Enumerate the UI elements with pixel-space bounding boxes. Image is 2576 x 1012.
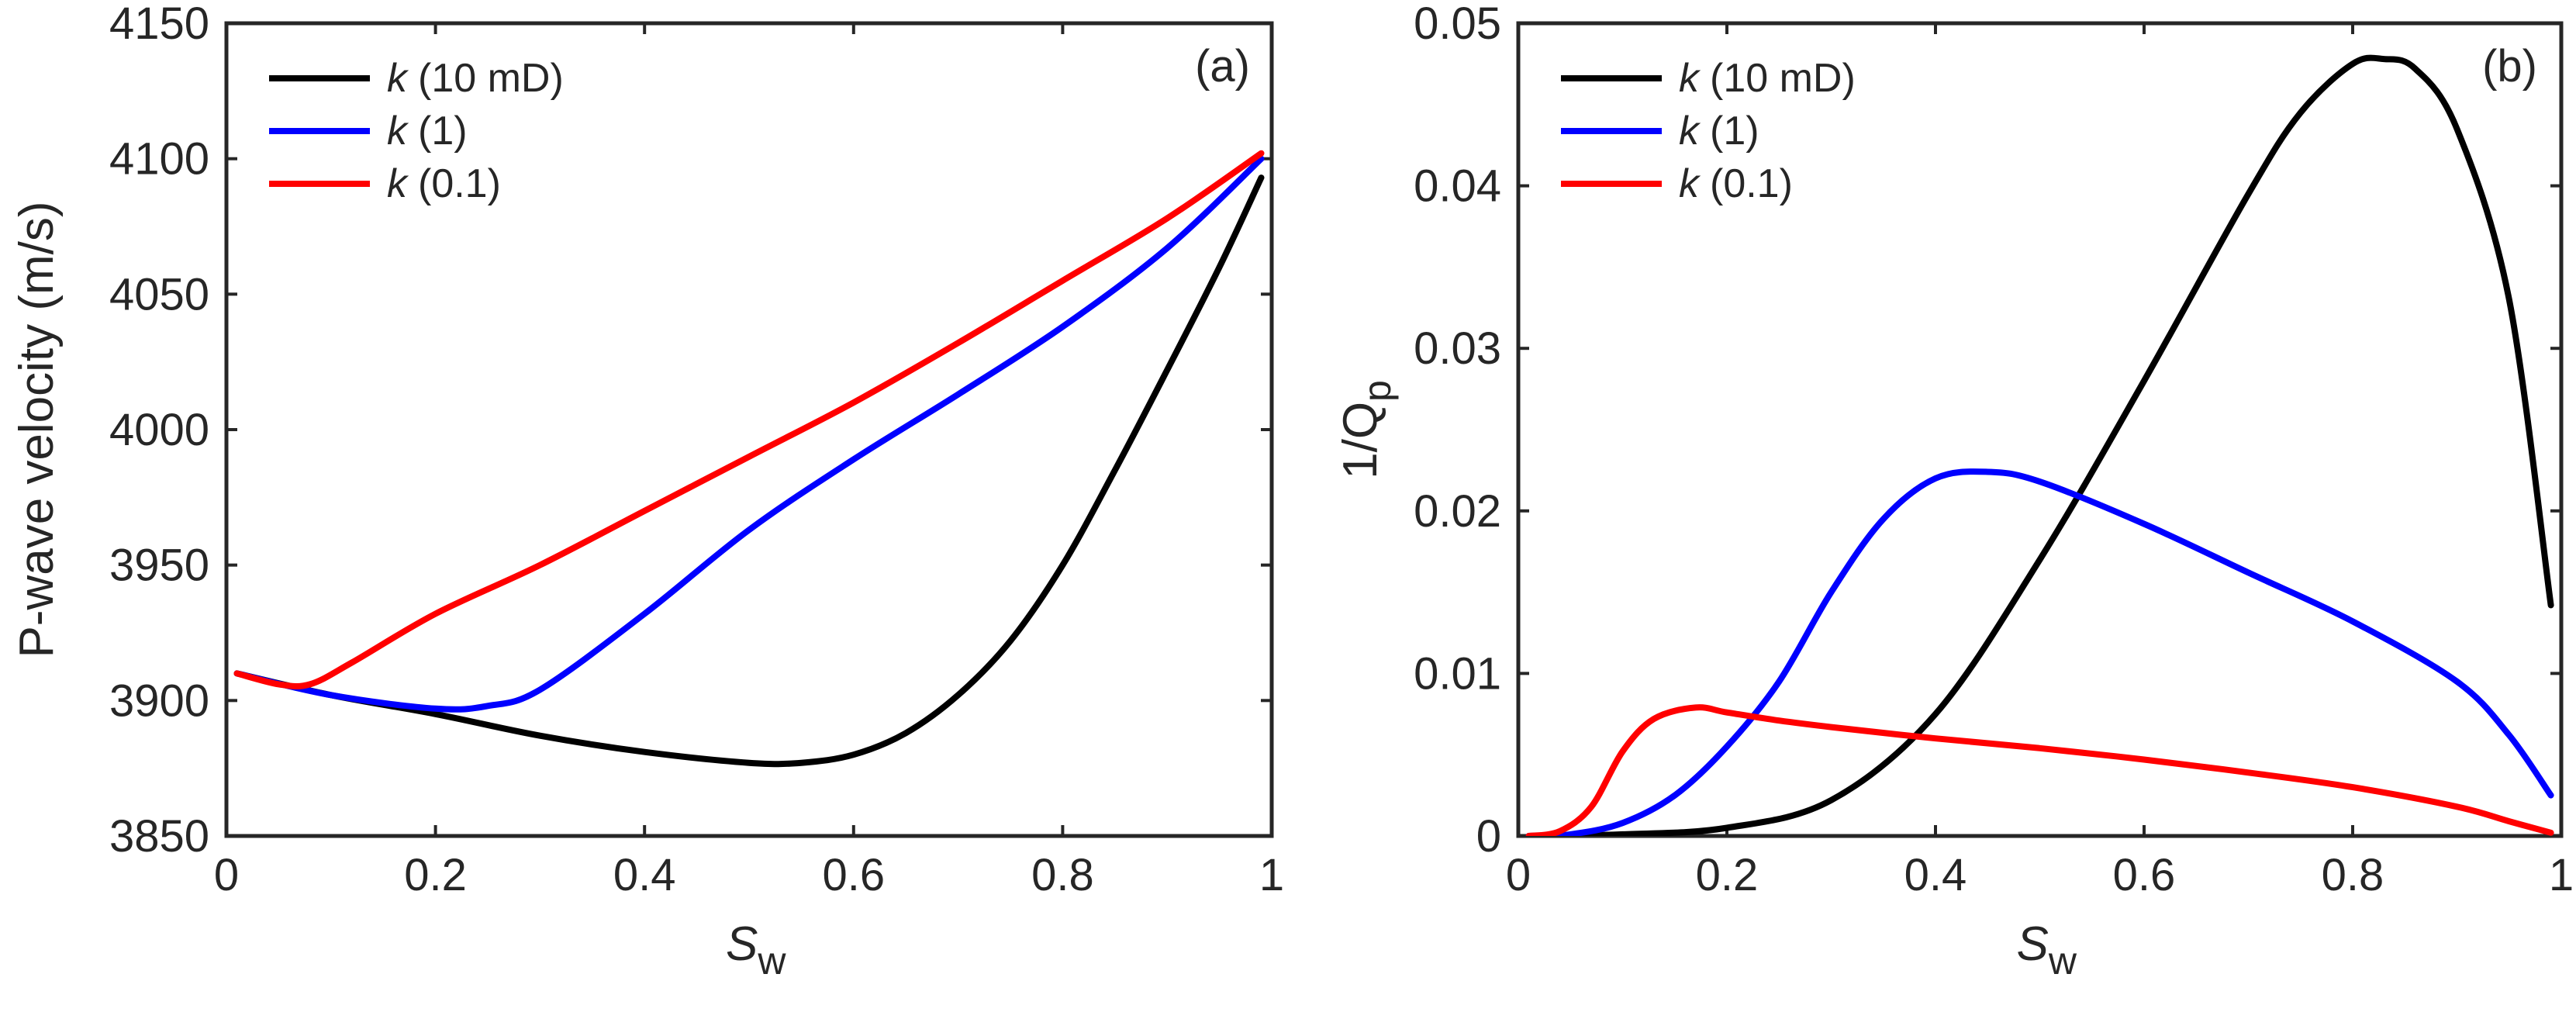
y-tick-label: 0.02 — [1414, 486, 1501, 537]
x-tick-label: 0 — [1506, 850, 1531, 900]
x-axis-title: Sw — [2017, 917, 2077, 983]
x-tick-label: 0.4 — [1904, 850, 1967, 900]
legend-entry-label: (10 mD) — [418, 56, 564, 101]
legend-entry: k (10 mD) — [387, 56, 564, 101]
y-axis-title-main: 1/Q — [1334, 402, 1387, 479]
x-tick-label: 0.2 — [1696, 850, 1759, 900]
legend-entry-label: (0.1) — [418, 161, 501, 206]
y-tick-label: 4050 — [109, 269, 209, 319]
y-tick-label: 0.03 — [1414, 323, 1501, 374]
panel-a: 0 0.2 0.4 0.6 0.8 1 3850 3900 3950 4000 4050 4100 41… — [10, 0, 1284, 983]
x-tick-label: 0 — [214, 850, 239, 900]
y-tick-label: 3900 — [109, 675, 209, 726]
axes-frame — [224, 21, 1274, 838]
legend-entry-symbol: k — [1679, 161, 1701, 206]
legend-entry-symbol: k — [387, 109, 409, 154]
y-axis-title: P-wave velocity (m/s) — [10, 201, 64, 658]
series-line-2 — [233, 150, 1265, 690]
legend-entry-symbol: k — [387, 161, 409, 206]
legend-entry-symbol: k — [1679, 56, 1701, 101]
axes-frame — [1516, 21, 2564, 838]
legend-entry: k (10 mD) — [1679, 56, 1856, 101]
x-tick-label: 1 — [1259, 850, 1284, 900]
legend-entry-label: (1) — [1710, 109, 1759, 154]
y-tick-label: 4000 — [109, 405, 209, 455]
legend-entry: k (0.1) — [1679, 161, 1793, 206]
series-line-0 — [1525, 54, 2554, 836]
series-line-0 — [233, 174, 1265, 768]
series-line-2 — [1525, 704, 2554, 836]
y-axis-title-sub: p — [1355, 380, 1399, 402]
y-tick-label: 3850 — [109, 811, 209, 862]
x-tick-label: 0.6 — [2113, 850, 2176, 900]
series-line-1 — [1525, 468, 2554, 836]
x-axis-title-main: S — [2017, 917, 2049, 971]
legend-entry-symbol: k — [387, 56, 409, 101]
y-tick-label: 3950 — [109, 541, 209, 591]
y-axis-title: 1/Qp — [1334, 380, 1399, 479]
series-group — [233, 150, 1265, 768]
x-tick-label: 0.8 — [1031, 850, 1094, 900]
y-tick-label: 0 — [1476, 811, 1501, 862]
x-tick-label: 0.8 — [2322, 850, 2384, 900]
x-tick-label: 0.6 — [822, 850, 885, 900]
panel-label: (a) — [1195, 41, 1250, 92]
y-tick-label: 4100 — [109, 134, 209, 185]
y-tick-label: 0.05 — [1414, 0, 1501, 49]
y-tick-label: 4150 — [109, 0, 209, 49]
legend-entry-label: (10 mD) — [1710, 56, 1856, 101]
y-axis-title-main: P-wave velocity (m/s) — [10, 201, 64, 658]
y-tick-label: 0.04 — [1414, 161, 1501, 212]
series-group — [1525, 54, 2554, 836]
x-axis-title-main: S — [726, 917, 758, 971]
legend-entry-symbol: k — [1679, 109, 1701, 154]
x-axis-title-sub: w — [757, 939, 786, 983]
legend-entry-label: (1) — [418, 109, 468, 154]
legend-entry: k (1) — [387, 109, 468, 154]
legend-entry-label: (0.1) — [1710, 161, 1793, 206]
panel-label: (b) — [2482, 41, 2537, 92]
x-tick-label: 1 — [2549, 850, 2574, 900]
x-tick-label: 0.4 — [613, 850, 676, 900]
x-axis-title-sub: w — [2048, 939, 2077, 983]
y-tick-label: 0.01 — [1414, 648, 1501, 699]
series-line-1 — [233, 155, 1265, 713]
x-axis-title: Sw — [726, 917, 786, 983]
panel-b: 0 0.2 0.4 0.6 0.8 1 0 0.01 0.02 0.03 0.04 0.05 Sw 1/Q… — [1334, 0, 2574, 983]
legend-entry: k (0.1) — [387, 161, 501, 206]
legend-entry: k (1) — [1679, 109, 1759, 154]
x-tick-label: 0.2 — [404, 850, 467, 900]
